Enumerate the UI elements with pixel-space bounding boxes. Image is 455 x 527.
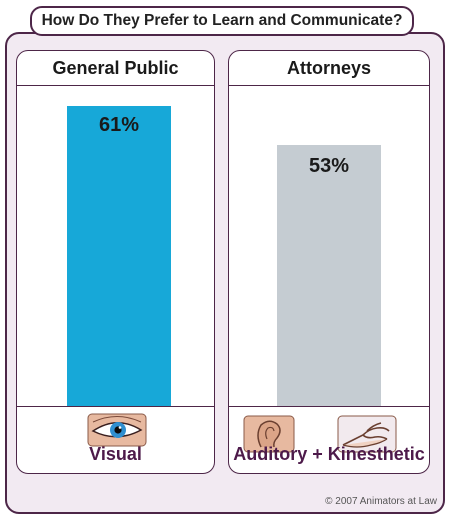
bar-general-public: 61%: [67, 106, 171, 407]
ear-icon: [243, 415, 295, 453]
caption-visual: Visual: [89, 444, 142, 464]
panel-general-public: General Public 61% Visual: [16, 50, 215, 474]
eye-icon: [87, 413, 147, 447]
bar-value-label: 53%: [308, 155, 350, 177]
bar-attorneys: 53%: [277, 145, 381, 407]
panel-footer: Visual: [17, 406, 214, 473]
panel-footer: Auditory + Kinesthetic: [229, 406, 429, 473]
caption-auditory-kinesthetic: Auditory + Kinesthetic: [233, 444, 425, 464]
copyright-text: © 2007 Animators at Law: [325, 496, 437, 507]
panel-attorneys: Attorneys 53% Auditory + Kinesthetic: [228, 50, 430, 474]
panel-heading: Attorneys: [229, 51, 429, 86]
panel-heading: General Public: [17, 51, 214, 86]
chart-title: How Do They Prefer to Learn and Communic…: [30, 6, 414, 36]
bar-value-label: 61%: [98, 114, 140, 136]
hand-icon: [337, 415, 397, 453]
